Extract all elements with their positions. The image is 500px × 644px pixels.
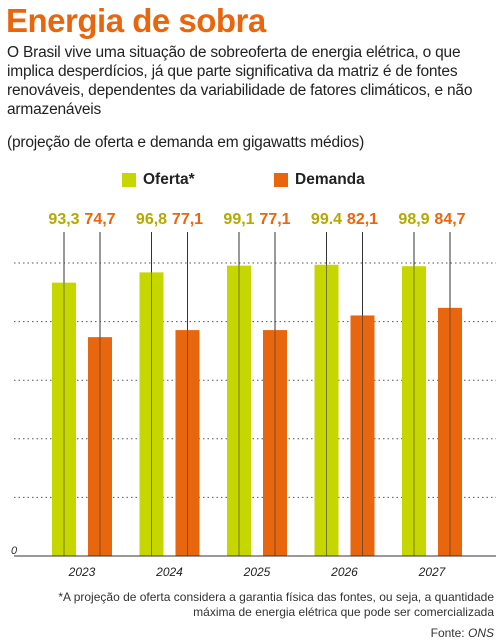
category-label-2024: 2024 xyxy=(155,565,183,579)
legend: Oferta* Demanda xyxy=(0,171,500,195)
chart-subtitle: O Brasil vive uma situação de sobreofert… xyxy=(7,44,473,118)
legend-item-oferta: Oferta* xyxy=(122,171,195,189)
legend-label-demanda: Demanda xyxy=(295,171,365,188)
chart-title: Energia de sobra xyxy=(6,2,266,39)
label-demanda-2026: 82,1 xyxy=(347,211,378,228)
source-label: Fonte: xyxy=(430,626,465,640)
unit-note: (projeção de oferta e demanda em gigawat… xyxy=(7,134,365,151)
source-credit: Fonte: ONS xyxy=(431,626,494,640)
label-demanda-2027: 84,7 xyxy=(434,211,465,228)
ytick-zero: 0 xyxy=(11,545,18,557)
source-name: ONS xyxy=(467,626,494,640)
footnote: *A projeção de oferta considera a garant… xyxy=(58,590,494,619)
category-label-2023: 2023 xyxy=(68,565,96,579)
category-label-2027: 2027 xyxy=(418,565,447,579)
label-oferta-2025: 99,1 xyxy=(223,211,254,228)
bar-chart: 0 93,3 74,7 2023 96,8 77,1 2024 99,1 77,1 2025 99.… xyxy=(11,211,496,579)
legend-label-oferta: Oferta* xyxy=(143,171,195,188)
legend-item-demanda: Demanda xyxy=(274,171,365,189)
category-label-2026: 2026 xyxy=(330,565,358,579)
label-oferta-2023: 93,3 xyxy=(48,211,79,228)
label-oferta-2027: 98,9 xyxy=(398,211,429,228)
category-label-2025: 2025 xyxy=(243,565,271,579)
legend-swatch-demanda xyxy=(274,173,288,187)
label-demanda-2024: 77,1 xyxy=(172,211,203,228)
legend-swatch-oferta xyxy=(122,173,136,187)
label-oferta-2026: 99.4 xyxy=(311,211,342,228)
label-demanda-2025: 77,1 xyxy=(259,211,290,228)
label-oferta-2024: 96,8 xyxy=(136,211,167,228)
label-demanda-2023: 74,7 xyxy=(84,211,115,228)
